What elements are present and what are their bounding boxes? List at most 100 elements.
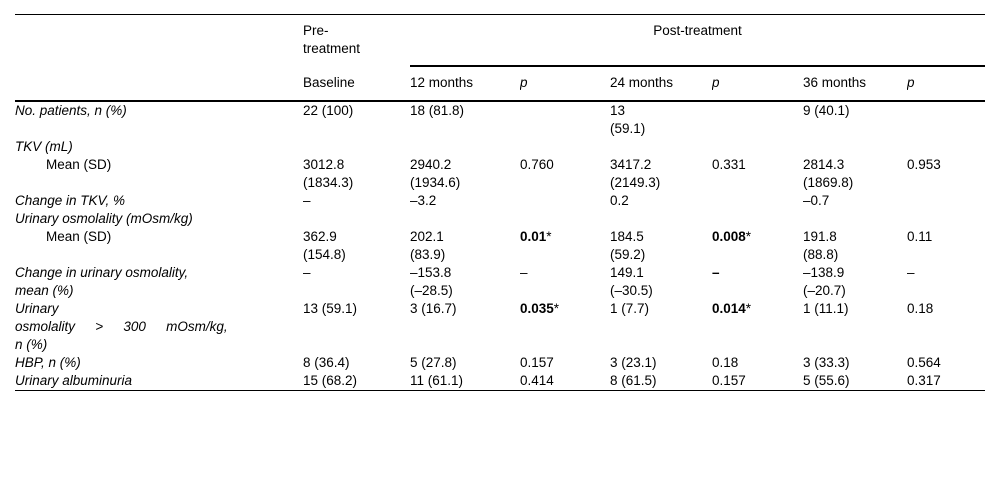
cell-36m: 3 (33.3) bbox=[803, 355, 850, 370]
cell-p-24m bbox=[712, 138, 803, 156]
cell-p-24m bbox=[712, 210, 803, 228]
cell-24m bbox=[610, 138, 712, 156]
row-label: Urinary osmolality > 300 mOsm/kg, n (%) bbox=[15, 301, 228, 352]
cell-p-24m bbox=[712, 101, 803, 138]
cell-p-12m bbox=[520, 138, 610, 156]
cell-24m bbox=[610, 210, 712, 228]
row-label: Mean (SD) bbox=[46, 157, 112, 172]
cell-24m: 13 (59.1) bbox=[610, 103, 646, 136]
table-row: HBP, n (%) 8 (36.4) 5 (27.8) 0.157 3 (23.1) 0… bbox=[15, 354, 985, 372]
header-group-row: Pre- treatment Post-treatment bbox=[15, 14, 986, 67]
table-row: Mean (SD) 3012.8 (1834.3) 2940.2 (1934.6) 0… bbox=[15, 156, 985, 192]
cell-36m bbox=[803, 210, 907, 228]
header-12-months: 12 months bbox=[410, 66, 520, 102]
cell-36m: –0.7 bbox=[803, 193, 830, 208]
cell-12m: 5 (27.8) bbox=[410, 355, 457, 370]
header-baseline: Baseline bbox=[303, 66, 410, 102]
table-row: Mean (SD) 362.9 (154.8) 202.1 (83.9) 0.01* 1… bbox=[15, 228, 985, 264]
cell-36m: 2814.3 (1869.8) bbox=[803, 157, 854, 190]
cell-p-36m bbox=[907, 210, 985, 228]
header-p-36m: p bbox=[907, 66, 986, 102]
cell-baseline: – bbox=[303, 193, 311, 208]
cell-p-12m: 0.035* bbox=[520, 301, 560, 316]
header-36-months: 36 months bbox=[803, 66, 907, 102]
significance-asterisk: * bbox=[546, 229, 552, 244]
cell-12m: –3.2 bbox=[410, 193, 437, 208]
cell-36m bbox=[803, 138, 907, 156]
table-row: No. patients, n (%) 22 (100) 18 (81.8) 13 (… bbox=[15, 101, 985, 138]
row-label: HBP, n (%) bbox=[15, 355, 81, 370]
header-columns-row: Baseline 12 months p 24 months p 36 mont… bbox=[15, 66, 986, 102]
cell-p-36m bbox=[907, 192, 985, 210]
cell-p-24m: 0.157 bbox=[712, 372, 803, 391]
header-empty-cell bbox=[15, 66, 303, 102]
header-24-months: 24 months bbox=[610, 66, 712, 102]
cell-p-36m bbox=[907, 138, 985, 156]
cell-p-36m: 0.11 bbox=[907, 229, 933, 244]
cell-p-36m: 0.18 bbox=[907, 301, 934, 316]
cell-p-24m: 0.008* bbox=[712, 229, 752, 244]
cell-p-12m bbox=[520, 210, 610, 228]
cell-p-12m: 0.157 bbox=[520, 355, 554, 370]
significance-asterisk: * bbox=[553, 301, 560, 316]
cell-p-12m bbox=[520, 101, 610, 138]
row-label: Change in TKV, % bbox=[15, 193, 126, 208]
cell-12m bbox=[410, 210, 520, 228]
cell-p-36m: 0.564 bbox=[907, 355, 941, 370]
results-table: Pre- treatment Post-treatment Baseline 1… bbox=[15, 14, 986, 391]
table-row: Change in TKV, % – –3.2 0.2 –0.7 bbox=[15, 192, 985, 210]
cell-12m: 11 (61.1) bbox=[410, 372, 520, 391]
cell-p-36m: 0.953 bbox=[907, 157, 941, 172]
cell-12m: 2940.2 (1934.6) bbox=[410, 157, 461, 190]
cell-p-36m: – bbox=[907, 265, 915, 280]
row-label: TKV (mL) bbox=[15, 139, 73, 154]
cell-p-24m: 0.18 bbox=[712, 355, 739, 370]
table-row: TKV (mL) bbox=[15, 138, 985, 156]
table-row: Urinary osmolality (mOsm/kg) bbox=[15, 210, 985, 228]
cell-36m: 1 (11.1) bbox=[803, 301, 849, 316]
cell-baseline: 13 (59.1) bbox=[303, 301, 358, 316]
significance-asterisk: * bbox=[745, 229, 752, 244]
cell-p-12m: 0.414 bbox=[520, 372, 610, 391]
row-label: Mean (SD) bbox=[46, 229, 112, 244]
cell-12m: 18 (81.8) bbox=[410, 103, 465, 118]
row-label: Change in urinary osmolality, mean (%) bbox=[15, 265, 189, 298]
significance-asterisk: * bbox=[745, 301, 752, 316]
cell-24m: 184.5 (59.2) bbox=[610, 229, 646, 262]
cell-baseline bbox=[303, 138, 410, 156]
table-row: Urinary albuminuria 15 (68.2) 11 (61.1) 0.4… bbox=[15, 372, 986, 391]
cell-24m: 1 (7.7) bbox=[610, 301, 650, 316]
cell-24m: 3417.2 (2149.3) bbox=[610, 157, 661, 190]
table-row: Urinary osmolality > 300 mOsm/kg, n (%) 1… bbox=[15, 300, 985, 354]
cell-p-12m: – bbox=[520, 265, 528, 280]
cell-24m: 8 (61.5) bbox=[610, 372, 712, 391]
cell-12m: 3 (16.7) bbox=[410, 301, 457, 316]
cell-p-24m bbox=[712, 192, 803, 210]
table-row: Change in urinary osmolality, mean (%) – –… bbox=[15, 264, 985, 300]
cell-p-36m: 0.317 bbox=[907, 372, 986, 391]
cell-p-24m: 0.014* bbox=[712, 301, 752, 316]
row-label: Urinary albuminuria bbox=[15, 372, 303, 391]
row-label: Urinary osmolality (mOsm/kg) bbox=[15, 211, 193, 226]
header-posttreatment: Post-treatment bbox=[410, 14, 986, 67]
cell-36m: –138.9 (–20.7) bbox=[803, 265, 846, 298]
cell-36m: 191.8 (88.8) bbox=[803, 229, 839, 262]
cell-12m: –153.8 (–28.5) bbox=[410, 265, 453, 298]
cell-baseline: 8 (36.4) bbox=[303, 355, 350, 370]
cell-36m: 9 (40.1) bbox=[803, 103, 850, 118]
cell-p-24m: 0.331 bbox=[712, 157, 746, 172]
cell-12m bbox=[410, 138, 520, 156]
cell-baseline bbox=[303, 210, 410, 228]
cell-p-12m bbox=[520, 192, 610, 210]
cell-baseline: 22 (100) bbox=[303, 103, 354, 118]
row-label: No. patients, n (%) bbox=[15, 103, 127, 118]
cell-12m: 202.1 (83.9) bbox=[410, 229, 446, 262]
cell-p-12m: 0.760 bbox=[520, 157, 554, 172]
header-empty-cell bbox=[15, 15, 303, 67]
header-pretreatment: Pre- treatment bbox=[303, 23, 361, 56]
cell-24m: 0.2 bbox=[610, 193, 629, 208]
cell-24m: 149.1 (–30.5) bbox=[610, 265, 653, 298]
header-p-12m: p bbox=[520, 66, 610, 102]
cell-p-12m: 0.01* bbox=[520, 229, 552, 244]
